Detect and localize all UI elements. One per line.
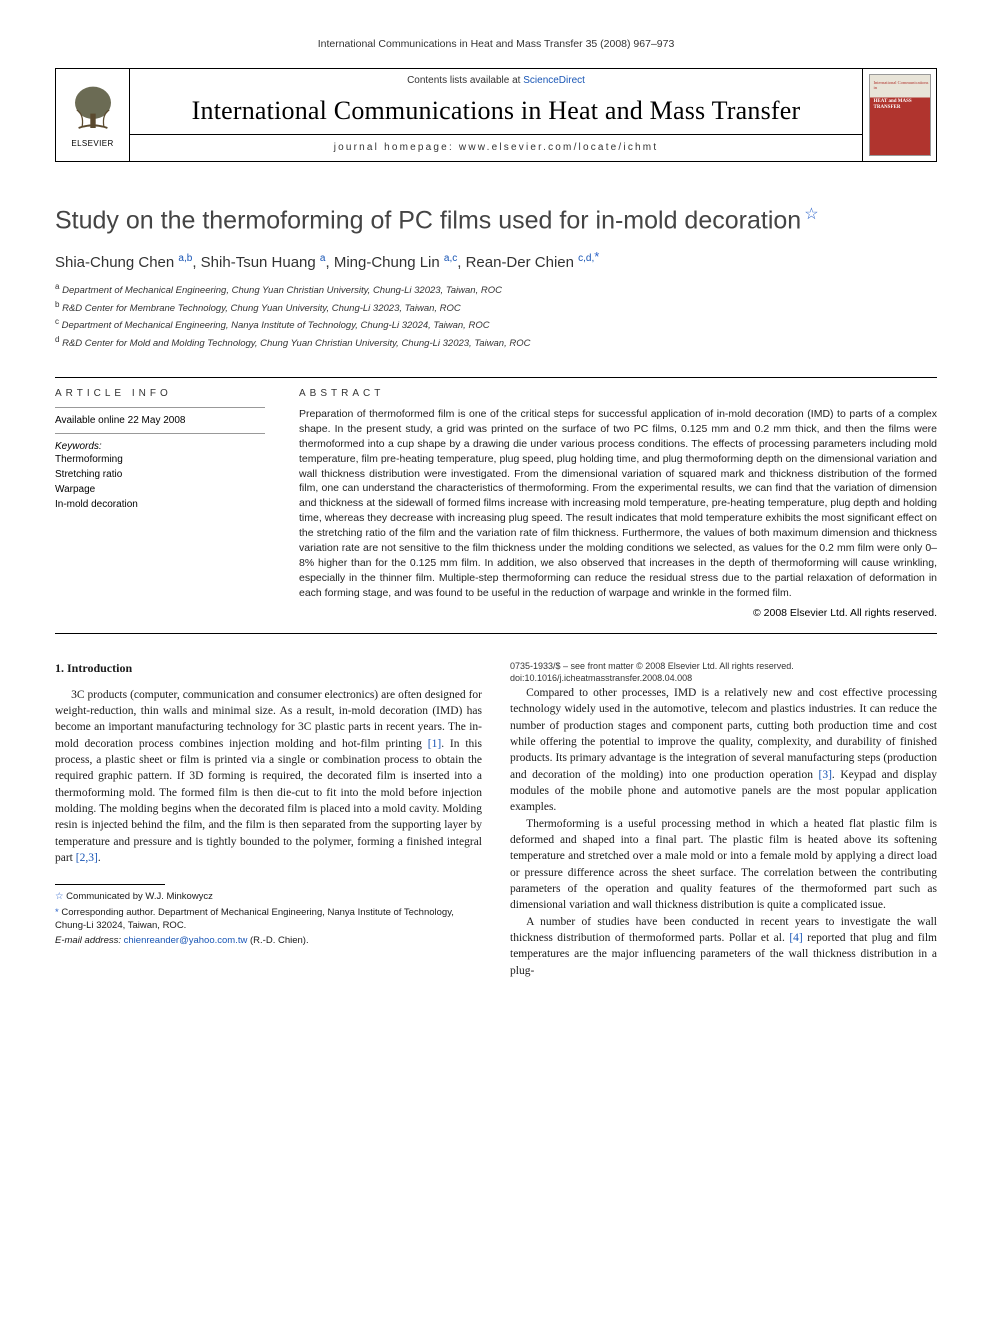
keyword: Thermoforming <box>55 452 265 467</box>
abstract-body: Preparation of thermoformed film is one … <box>299 407 937 601</box>
keywords-label: Keywords: <box>55 434 265 452</box>
intro-paragraph-3: Thermoforming is a useful processing met… <box>510 816 937 914</box>
intro-paragraph-4: A number of studies have been conducted … <box>510 914 937 979</box>
footnote-corresponding-text: Corresponding author. Department of Mech… <box>55 907 454 931</box>
email-label: E-mail address: <box>55 935 121 946</box>
author: Shia-Chung Chen a,b <box>55 254 192 271</box>
intro-paragraph-2: Compared to other processes, IMD is a re… <box>510 685 937 816</box>
front-matter-block: 0735-1933/$ – see front matter © 2008 El… <box>510 660 937 685</box>
affiliation: c Department of Mechanical Engineering, … <box>55 316 937 333</box>
author: Shih-Tsun Huang a <box>201 254 326 271</box>
email-suffix: (R.-D. Chien). <box>250 935 309 946</box>
footnote-star-icon: ☆ <box>55 891 64 902</box>
ref-link-1[interactable]: [1] <box>428 738 441 750</box>
p1b: . In this process, a plastic sheet or fi… <box>55 738 482 864</box>
keyword: Warpage <box>55 482 265 497</box>
journal-cover-cell: International Communications in HEAT and… <box>862 69 936 161</box>
journal-header: ELSEVIER Contents lists available at Sci… <box>55 68 937 162</box>
p2a: Compared to other processes, IMD is a re… <box>510 687 937 781</box>
publisher-logo-cell: ELSEVIER <box>56 69 130 161</box>
footnote-communicated: ☆ Communicated by W.J. Minkowycz <box>55 890 482 903</box>
author: Rean-Der Chien c,d,* <box>466 254 600 271</box>
author: Ming-Chung Lin a,c <box>334 254 457 271</box>
abstract-block: ABSTRACT Preparation of thermoformed fil… <box>299 378 937 619</box>
journal-homepage: journal homepage: www.elsevier.com/locat… <box>130 134 862 153</box>
footnote-email: E-mail address: chienreander@yahoo.com.t… <box>55 934 482 947</box>
cover-title-text: HEAT and MASS TRANSFER <box>874 99 930 110</box>
ref-link-4[interactable]: [4] <box>789 932 802 944</box>
running-head: International Communications in Heat and… <box>55 38 937 50</box>
article-info-block: ARTICLE INFO Available online 22 May 200… <box>55 378 265 619</box>
issn-line: 0735-1933/$ – see front matter © 2008 El… <box>510 660 937 673</box>
contents-prefix: Contents lists available at <box>407 75 523 86</box>
body-columns: 1. Introduction 3C products (computer, c… <box>55 660 937 979</box>
available-online: Available online 22 May 2008 <box>55 408 265 433</box>
affiliation: b R&D Center for Membrane Technology, Ch… <box>55 299 937 316</box>
journal-cover-thumb: International Communications in HEAT and… <box>869 74 931 156</box>
footnote-corresponding: * Corresponding author. Department of Me… <box>55 906 482 933</box>
elsevier-tree-icon <box>66 83 120 137</box>
journal-name: International Communications in Heat and… <box>130 88 862 132</box>
affiliation: a Department of Mechanical Engineering, … <box>55 281 937 298</box>
article-title-text: Study on the thermoforming of PC films u… <box>55 206 801 234</box>
title-footnote-star-icon: ☆ <box>804 206 818 223</box>
footnote-communicated-text: Communicated by W.J. Minkowycz <box>66 891 213 902</box>
corresponding-email-link[interactable]: chienreander@yahoo.com.tw <box>124 935 248 946</box>
p1a: 3C products (computer, communication and… <box>55 689 482 750</box>
doi-line: doi:10.1016/j.icheatmasstransfer.2008.04… <box>510 672 937 685</box>
ref-link-3[interactable]: [3] <box>819 769 832 781</box>
abstract-copyright: © 2008 Elsevier Ltd. All rights reserved… <box>299 607 937 619</box>
intro-paragraph-1: 3C products (computer, communication and… <box>55 687 482 867</box>
sciencedirect-link[interactable]: ScienceDirect <box>523 75 585 86</box>
article-title: Study on the thermoforming of PC films u… <box>55 204 937 235</box>
affiliation-list: a Department of Mechanical Engineering, … <box>55 281 937 351</box>
footnotes-block: ☆ Communicated by W.J. Minkowycz * Corre… <box>55 890 482 947</box>
article-info-heading: ARTICLE INFO <box>55 378 265 407</box>
publisher-name: ELSEVIER <box>71 139 113 148</box>
ref-link-2-3[interactable]: [2,3] <box>76 852 98 864</box>
contents-available-line: Contents lists available at ScienceDirec… <box>130 75 862 86</box>
affiliation: d R&D Center for Mold and Molding Techno… <box>55 334 937 351</box>
footnote-asterisk-icon: * <box>55 907 59 918</box>
keywords-list: ThermoformingStretching ratioWarpageIn-m… <box>55 452 265 512</box>
author-list: Shia-Chung Chen a,b, Shih-Tsun Huang a, … <box>55 249 937 271</box>
section-heading-introduction: 1. Introduction <box>55 660 482 677</box>
footnote-separator <box>55 884 165 885</box>
keyword: Stretching ratio <box>55 467 265 482</box>
keyword: In-mold decoration <box>55 497 265 512</box>
p1c: . <box>98 852 101 864</box>
abstract-heading: ABSTRACT <box>299 378 937 407</box>
header-center: Contents lists available at ScienceDirec… <box>130 69 862 161</box>
article-meta-row: ARTICLE INFO Available online 22 May 200… <box>55 377 937 634</box>
cover-top-text: International Communications in <box>874 81 930 91</box>
